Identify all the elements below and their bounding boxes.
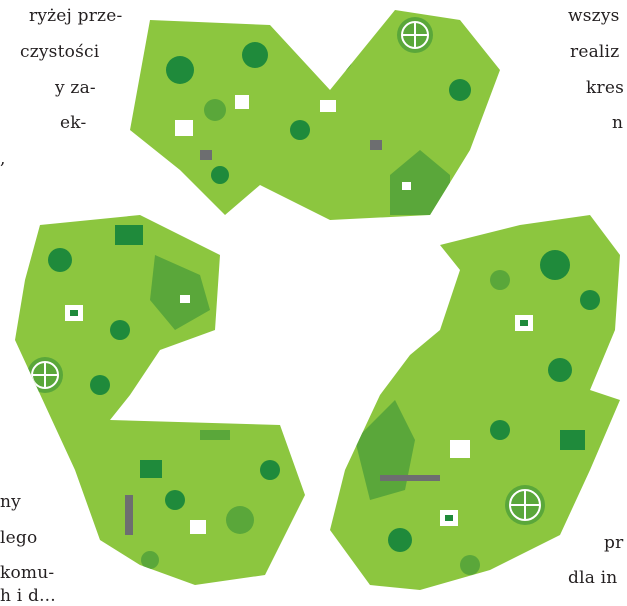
- text-line: realiz: [570, 42, 620, 62]
- text-line: kres: [586, 78, 625, 98]
- text-line: h i d...: [0, 586, 56, 606]
- text-line: ryżej prze-: [29, 6, 123, 26]
- text-line: lego: [0, 528, 38, 548]
- text-line: ny: [0, 492, 21, 512]
- text-line: dla in: [568, 568, 618, 588]
- text-line: n: [612, 113, 624, 133]
- text-line: ek-: [60, 113, 87, 133]
- text-line: wszys: [568, 6, 620, 26]
- text-line: y za-: [55, 78, 96, 98]
- text-line: czystości: [20, 42, 100, 62]
- text-line: komu-: [0, 563, 55, 583]
- text-line: ,: [0, 149, 6, 169]
- text-line: pr: [604, 533, 624, 553]
